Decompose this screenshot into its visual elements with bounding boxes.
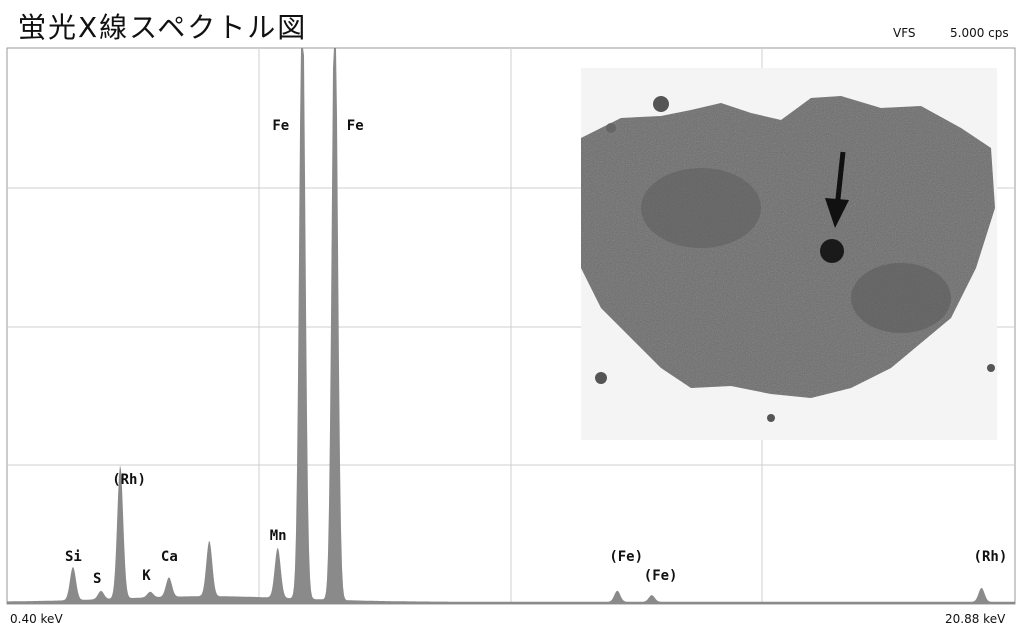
arrow-icon <box>825 151 849 228</box>
peak-label: Si <box>65 549 82 565</box>
peak-label: K <box>142 568 151 584</box>
x-min-label: 0.40 keV <box>10 612 63 626</box>
peak-label: (Rh) <box>974 549 1008 565</box>
vfs-value: 5.000 cps <box>950 26 1009 40</box>
peak-label: (Fe) <box>609 549 643 565</box>
peak-label: Mn <box>270 528 287 544</box>
vfs-label: VFS <box>893 26 916 40</box>
sample-photo <box>581 68 997 440</box>
peak-label: (Rh) <box>112 472 146 488</box>
peak-label: Ca <box>161 549 178 565</box>
page-title: 蛍光X線スペクトル図 <box>18 11 308 44</box>
peak-label: S <box>93 571 101 587</box>
peak-label: Fe <box>347 118 364 134</box>
measurement-point-icon <box>820 239 844 263</box>
peak-label: Fe <box>272 118 289 134</box>
peak-label: (Fe) <box>644 568 678 584</box>
peak-labels: Fe Fe (Rh) Si S K Ca Mn (Fe)(Fe) (Rh) <box>65 118 1007 587</box>
x-max-label: 20.88 keV <box>945 612 1006 626</box>
